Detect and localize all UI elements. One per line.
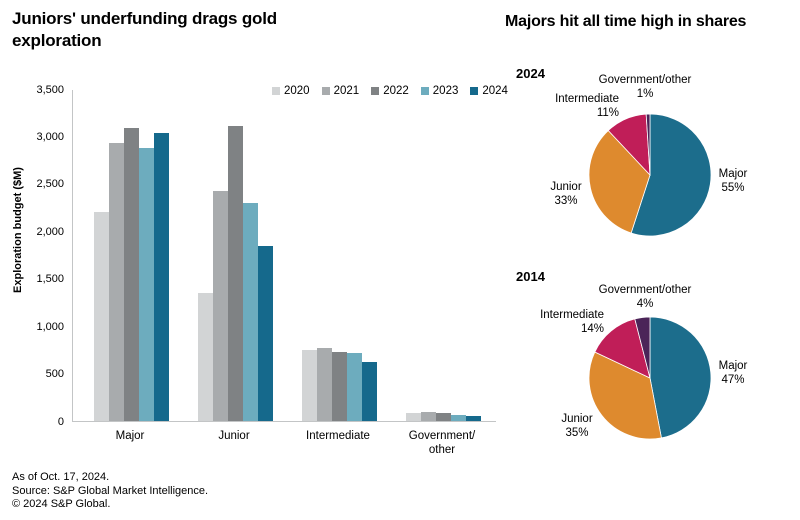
bar-2022-major (123, 127, 139, 421)
pie-slice-2014-government-other (634, 316, 651, 379)
bar-2023-major (138, 147, 154, 421)
pie-slice-2024-government-other (645, 113, 651, 176)
legend-item-2024: 2024 (470, 85, 508, 97)
legend-swatch-2024 (470, 87, 479, 95)
bar-2024-intermediate (361, 362, 377, 421)
category-label-intermediate: Intermediate (306, 430, 370, 442)
ytick-1000: 1,000 (36, 320, 64, 333)
bar-2024-junior (257, 246, 273, 421)
ytick-2500: 2,500 (36, 178, 64, 191)
pie-chart-2024 (588, 113, 712, 237)
pie-slice-2014-intermediate (594, 318, 651, 379)
bar-2022-junior (227, 126, 243, 421)
category-label-government-other: Government/other (408, 430, 476, 456)
bar-2023-junior (242, 202, 258, 421)
bar-2021-government-other (420, 412, 436, 421)
legend-swatch-2022 (371, 87, 380, 95)
pie-slice-2014-major (649, 316, 712, 439)
pie-label-2024-government-other: Government/other 1% (598, 74, 692, 100)
ytick-2000: 2,000 (36, 225, 64, 238)
pie-label-2024-major: Major 55% (718, 168, 748, 194)
pie-slice-2014-junior (588, 351, 662, 440)
legend-swatch-2023 (420, 87, 429, 95)
legend-label-2022: 2022 (383, 85, 409, 97)
bar-2021-intermediate (316, 347, 332, 421)
ytick-3000: 3,000 (36, 130, 64, 143)
bar-2020-intermediate (301, 349, 317, 421)
category-label-major: Major (115, 430, 145, 442)
legend-label-2020: 2020 (284, 85, 310, 97)
legend-item-2020: 2020 (272, 85, 310, 97)
bar-2020-major (93, 212, 109, 421)
legend-swatch-2020 (272, 87, 280, 95)
bar-chart-title: Juniors' underfunding drags gold explora… (12, 9, 277, 50)
ytick-1500: 1,500 (36, 273, 64, 286)
bar-2020-government-other (405, 412, 421, 421)
ytick-0: 0 (57, 415, 64, 428)
bar-chart-legend: 2020 2021 2022 2023 2024 (272, 85, 508, 97)
footer-source: Source: S&P Global Market Intelligence. (12, 484, 209, 497)
bar-2021-major (108, 143, 124, 421)
bar-2022-intermediate (331, 351, 347, 421)
ytick-500: 500 (45, 368, 64, 381)
bar-2021-junior (212, 190, 228, 421)
bar-2024-major (153, 132, 169, 421)
bar-2022-government-other (435, 413, 451, 421)
legend-item-2023: 2023 (420, 85, 459, 97)
pie-label-2024-junior: Junior 33% (550, 181, 582, 207)
legend-item-2021: 2021 (321, 85, 360, 97)
pie-label-2014-major: Major 47% (718, 360, 748, 386)
category-label-junior: Junior (218, 430, 250, 442)
pie-2024-year-label: 2024 (516, 66, 545, 81)
footer-notes: As of Oct. 17, 2024. Source: S&P Global … (12, 471, 208, 512)
legend-label-2021: 2021 (333, 85, 360, 97)
ytick-3500: 3,500 (36, 83, 64, 96)
pie-label-2024-intermediate: Intermediate 11% (555, 93, 619, 119)
legend-label-2023: 2023 (432, 85, 459, 97)
pie-charts-title: Majors hit all time high in shares (505, 13, 747, 30)
legend-item-2022: 2022 (371, 85, 409, 97)
bar-2020-junior (197, 292, 213, 421)
pie-label-2014-government-other: Government/other 4% (598, 284, 692, 310)
pie-label-2014-intermediate: Intermediate 14% (540, 309, 604, 335)
bar-2023-intermediate (346, 353, 362, 421)
bar-2023-government-other (450, 415, 466, 421)
pie-label-2014-junior: Junior 35% (561, 413, 593, 439)
bar-2024-government-other (465, 415, 481, 421)
pie-chart-2014 (588, 316, 712, 440)
footer-copyright: © 2024 S&P Global. (12, 498, 111, 510)
footer-as-of: As of Oct. 17, 2024. (12, 471, 110, 483)
legend-swatch-2021 (321, 87, 330, 95)
bar-chart-plot-area (72, 90, 496, 422)
pie-slice-2024-junior (588, 129, 651, 234)
legend-label-2024: 2024 (482, 85, 508, 97)
pie-slice-2024-major (630, 113, 712, 237)
pie-2014-year-label: 2014 (516, 269, 545, 284)
